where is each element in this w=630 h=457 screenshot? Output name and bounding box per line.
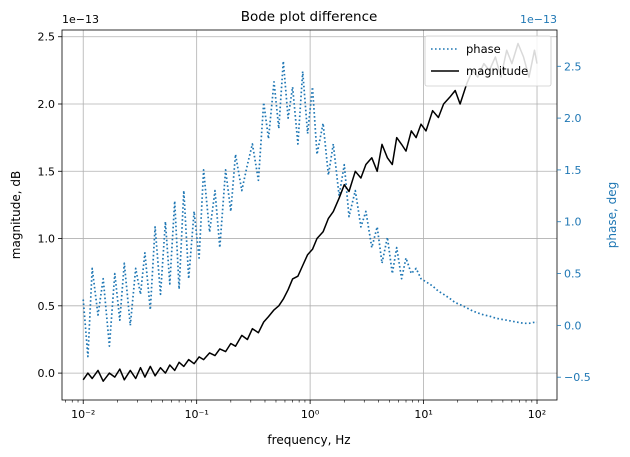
phase-series-line [82,60,537,358]
y-right-tick-label: 2.5 [564,60,582,73]
plot-frame [61,29,558,401]
x-tick-label: 10⁰ [301,408,320,421]
y-tick-label: 1.0 [38,233,56,246]
x-tick-label: 10⁻² [71,408,95,421]
legend-magnitude-label: magnitude [466,64,528,78]
x-tick-label: 10⁻¹ [185,408,209,421]
y-right-tick-label: 1.5 [564,164,582,177]
y-right-tick-label: 2.0 [564,112,582,125]
x-tick-label: 10¹ [414,408,432,421]
plot-area [82,42,538,382]
y-right-tick-label: 1.0 [564,216,582,229]
y-right-tick-label: −0.5 [564,371,591,384]
x-tick-label: 10² [528,408,546,421]
y-axis-right: −0.5 0.0 0.5 1.0 1.5 2.0 2.5 [557,60,591,384]
y-tick-label: 2.0 [38,98,56,111]
y-tick-label: 2.5 [38,31,56,44]
legend-phase-label: phase [466,42,501,56]
y-axis-left: 0.0 0.5 1.0 1.5 2.0 2.5 [38,31,62,380]
y-axis-label: magnitude, dB [9,171,23,259]
x-axis-label: frequency, Hz [267,433,350,447]
y-offset-label: 1e−13 [62,13,99,26]
y-right-tick-label: 0.5 [564,268,582,281]
y-right-offset-label: 1e−13 [520,13,557,26]
legend: phase magnitude [424,35,552,87]
magnitude-series-line [82,42,538,382]
y-axis-right-label: phase, deg [605,182,619,248]
y-right-tick-label: 0.0 [564,319,582,332]
x-axis: 10⁻² 10⁻¹ 10⁰ 10¹ 10² [65,400,546,421]
y-tick-label: 0.5 [38,300,56,313]
y-tick-label: 0.0 [38,367,56,380]
series-group [82,42,538,382]
chart-title: Bode plot difference [241,9,378,25]
y-tick-label: 1.5 [38,165,56,178]
